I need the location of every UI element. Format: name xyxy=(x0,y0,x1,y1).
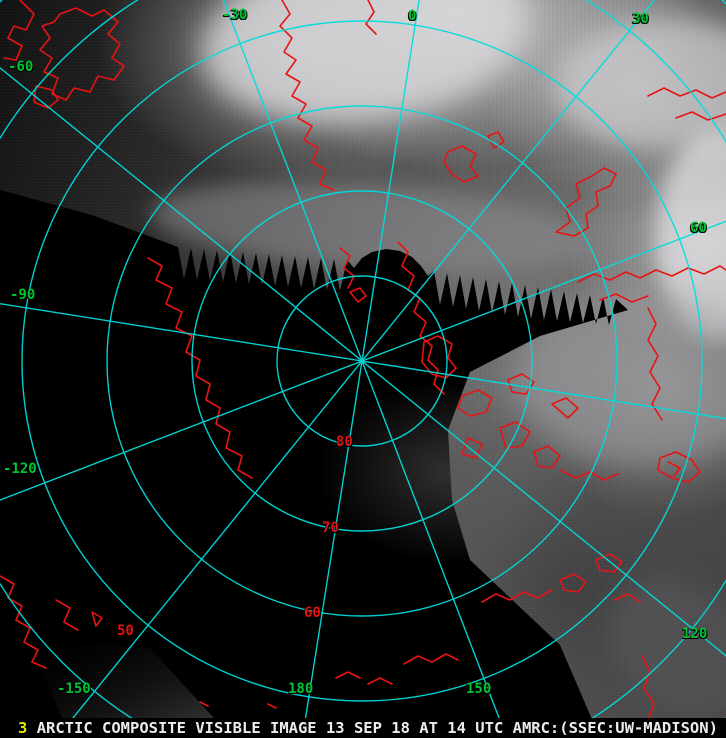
coastline-path xyxy=(403,653,459,665)
coastline-path xyxy=(667,461,681,477)
latitude-circle-50 xyxy=(21,20,703,702)
latitude-circle-80 xyxy=(276,275,448,447)
coastline-path xyxy=(397,241,445,395)
cloud-texture xyxy=(555,20,726,150)
longitude-label: 150 xyxy=(466,681,492,697)
meridian-150-330 xyxy=(222,0,508,738)
caption-text: ARCTIC COMPOSITE VISIBLE IMAGE 13 SEP 18… xyxy=(36,719,718,737)
coastline-path xyxy=(599,293,649,303)
longitude-label: 120 xyxy=(682,626,708,642)
caption-channel-number: 3 xyxy=(18,719,28,737)
longitude-label: 180 xyxy=(288,681,314,697)
caption-bar: 3 ARCTIC COMPOSITE VISIBLE IMAGE 13 SEP … xyxy=(0,718,726,738)
coastline-path xyxy=(279,0,335,191)
coastline-path xyxy=(365,0,377,35)
coastline-path xyxy=(339,247,355,289)
coastline-path xyxy=(421,335,457,379)
coastline-path xyxy=(3,0,35,61)
coastline-path xyxy=(39,7,125,101)
longitude-label: -60 xyxy=(8,59,34,75)
coastline-path xyxy=(559,469,619,481)
latitude-label: 70 xyxy=(322,520,339,536)
coastline-path xyxy=(349,287,367,303)
coastline-path xyxy=(461,437,483,459)
coastline-path xyxy=(443,145,479,183)
latitude-label: 80 xyxy=(336,434,353,450)
latitude-circle-70 xyxy=(191,190,533,532)
coastline-path xyxy=(647,87,726,99)
latitude-circle-60 xyxy=(106,105,618,617)
latitude-label: 60 xyxy=(304,605,321,621)
longitude-label: -150 xyxy=(57,681,91,697)
coastline-path xyxy=(33,85,59,109)
coastline-path xyxy=(457,389,493,417)
coastline-path xyxy=(551,397,579,419)
longitude-label: 0 xyxy=(408,8,417,24)
coastline-path xyxy=(675,111,726,121)
coastline-path xyxy=(481,589,553,603)
coastline-path xyxy=(55,599,79,631)
longitude-label: -120 xyxy=(3,461,37,477)
coastline-path xyxy=(335,671,361,679)
coastline-path xyxy=(267,703,277,709)
longitude-label: -90 xyxy=(10,287,36,303)
coastline-path xyxy=(91,611,103,627)
latitude-label: 50 xyxy=(117,623,134,639)
coastline-path xyxy=(147,257,253,479)
coastline-path xyxy=(559,573,587,593)
longitude-label: 60 xyxy=(690,220,707,236)
coastline-path xyxy=(367,677,393,685)
coastline-path xyxy=(647,307,663,421)
coastline-path xyxy=(555,167,617,237)
coastline-path xyxy=(533,445,561,469)
terminator-band xyxy=(30,640,232,738)
longitude-label: 30 xyxy=(632,11,649,27)
coastline-path xyxy=(595,553,623,573)
coastline-path xyxy=(657,451,701,483)
coastline-path xyxy=(613,593,641,603)
caption-text xyxy=(27,719,36,737)
coastline-path xyxy=(577,265,726,283)
coastline-path xyxy=(487,131,505,149)
coastline-path xyxy=(0,575,47,669)
longitude-label: -30 xyxy=(222,7,248,23)
coastline-path xyxy=(499,421,531,449)
coastline-path xyxy=(199,701,209,707)
